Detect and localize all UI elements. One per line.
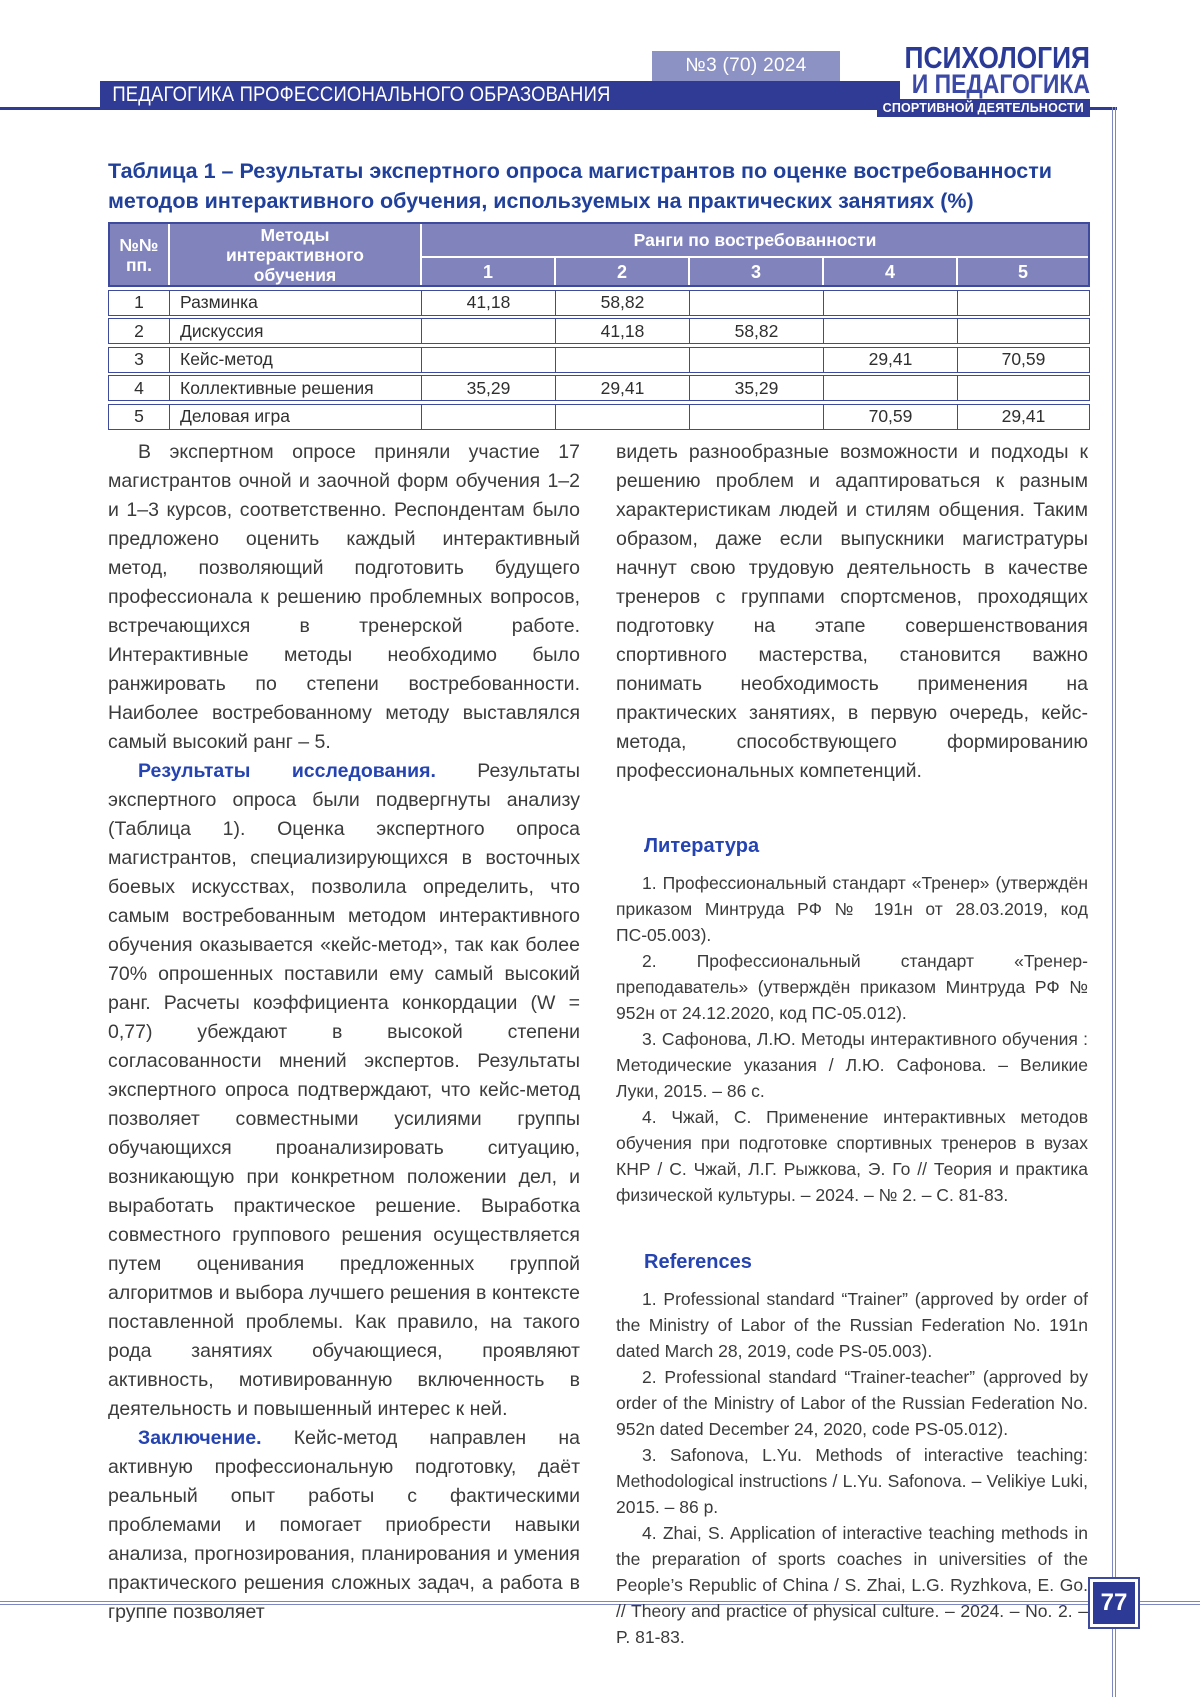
results-table: №№ пп. Методы интерактивного обучения Ра… xyxy=(108,222,1090,430)
cell-method: Разминка xyxy=(169,290,421,315)
cell-num: 2 xyxy=(134,320,144,341)
cell-method: Кейс-метод xyxy=(169,347,421,372)
references-heading: References xyxy=(644,1251,752,1273)
cell-rank3 xyxy=(689,290,823,315)
cell-rank4: 29,41 xyxy=(823,347,957,372)
cell-rank4 xyxy=(823,319,957,343)
col-header-ranks: Ранги по востребованности xyxy=(422,224,1088,258)
page-number: 77 xyxy=(1093,1582,1135,1624)
issue-badge: №3 (70) 2024 xyxy=(652,51,840,81)
table-row: 5 Деловая игра 70,59 29,41 xyxy=(108,403,1090,430)
results-text: Результаты экспертного опроса были подве… xyxy=(108,760,580,1420)
col-header-rank-1: 1 xyxy=(422,258,556,285)
literature-item: 4. Чжай, С. Применение интерактивных мет… xyxy=(616,1107,1088,1205)
right-frame-line xyxy=(1112,107,1116,1697)
paragraph-results: Результаты исследования. Результаты эксп… xyxy=(108,757,580,1424)
col-header-rank-4: 4 xyxy=(824,258,958,285)
cell-rank1 xyxy=(421,404,555,429)
paragraph-continuation: видеть разнообразные возможности и подхо… xyxy=(616,441,1088,782)
cell-rank1 xyxy=(421,347,555,372)
reference-item: 3. Safonova, L.Yu. Methods of interactiv… xyxy=(616,1445,1088,1517)
cell-num: 4 xyxy=(134,377,144,398)
cell-rank5 xyxy=(957,319,1089,343)
cell-rank3: 58,82 xyxy=(689,319,823,343)
cell-rank5 xyxy=(957,376,1089,400)
logo-line2: И ПЕДАГОГИКА xyxy=(911,69,1090,99)
cell-method: Деловая игра xyxy=(169,404,421,429)
bottom-frame-line xyxy=(0,1601,1200,1605)
logo-line3: СПОРТИВНОЙ ДЕЯТЕЛЬНОСТИ xyxy=(876,99,1090,117)
literature-item: 2. Профессиональный стандарт «Тренер-пре… xyxy=(616,951,1088,1023)
cell-num: 5 xyxy=(134,406,144,426)
cell-rank1: 41,18 xyxy=(421,290,555,315)
text-column-left: В экспертном опросе приняли участие 17 м… xyxy=(108,438,580,1627)
reference-item: 4. Zhai, S. Application of interactive t… xyxy=(616,1523,1088,1647)
table-row: 4 Коллективные решения 35,29 29,41 35,29 xyxy=(108,375,1090,401)
results-lead: Результаты исследования. xyxy=(138,760,436,782)
cell-rank1 xyxy=(421,319,555,343)
table-row: 3 Кейс-метод 29,41 70,59 xyxy=(108,346,1090,373)
cell-num: 3 xyxy=(134,349,144,369)
cell-rank2: 58,82 xyxy=(555,290,689,315)
table-caption: Таблица 1 – Результаты экспертного опрос… xyxy=(108,159,1053,213)
cell-rank3 xyxy=(689,347,823,372)
conclusion-text: Кейс-метод направлен на активную професс… xyxy=(108,1427,580,1623)
logo-line1: ПСИХОЛОГИЯ xyxy=(904,40,1090,75)
cell-rank5: 29,41 xyxy=(957,404,1089,429)
cell-rank3: 35,29 xyxy=(689,376,823,400)
table-row: 2 Дискуссия 41,18 58,82 xyxy=(108,318,1090,344)
literature-item: 1. Профессиональный стандарт «Тренер» (у… xyxy=(616,873,1088,945)
header-rule xyxy=(0,107,1117,110)
table-body: 1 Разминка 41,18 58,82 2 Дискуссия 41,18… xyxy=(108,289,1090,430)
cell-rank5: 70,59 xyxy=(957,347,1089,372)
text-column-right: видеть разнообразные возможности и подхо… xyxy=(616,438,1088,1650)
table-header: №№ пп. Методы интерактивного обучения Ра… xyxy=(108,222,1090,287)
section-band: ПЕДАГОГИКА ПРОФЕССИОНАЛЬНОГО ОБРАЗОВАНИЯ xyxy=(100,81,900,108)
cell-method: Коллективные решения xyxy=(169,376,421,400)
reference-item: 2. Professional standard “Trainer-teache… xyxy=(616,1367,1088,1439)
cell-rank1: 35,29 xyxy=(421,376,555,400)
cell-rank4 xyxy=(823,290,957,315)
cell-rank4: 70,59 xyxy=(823,404,957,429)
col-header-rank-3: 3 xyxy=(690,258,824,285)
col-header-method: Методы интерактивного обучения xyxy=(170,224,422,285)
cell-rank3 xyxy=(689,404,823,429)
table-row: 1 Разминка 41,18 58,82 xyxy=(108,289,1090,316)
cell-method: Дискуссия xyxy=(169,319,421,343)
cell-rank4 xyxy=(823,376,957,400)
cell-rank2: 41,18 xyxy=(555,319,689,343)
literature-item: 3. Сафонова, Л.Ю. Методы интерактивного … xyxy=(616,1029,1088,1101)
page-number-box: 77 xyxy=(1088,1577,1140,1629)
paragraph-conclusion: Заключение. Кейс-метод направлен на акти… xyxy=(108,1424,580,1627)
literature-heading: Литература xyxy=(644,835,760,857)
cell-rank5 xyxy=(957,290,1089,315)
cell-rank2 xyxy=(555,347,689,372)
paragraph-methods: В экспертном опросе приняли участие 17 м… xyxy=(108,441,580,753)
cell-num: 1 xyxy=(134,292,144,312)
reference-item: 1. Professional standard “Trainer” (appr… xyxy=(616,1289,1088,1361)
cell-rank2 xyxy=(555,404,689,429)
journal-logo: ПСИХОЛОГИЯ И ПЕДАГОГИКА СПОРТИВНОЙ ДЕЯТЕ… xyxy=(830,40,1090,117)
col-header-rank-2: 2 xyxy=(556,258,690,285)
cell-rank2: 29,41 xyxy=(555,376,689,400)
conclusion-lead: Заключение. xyxy=(138,1427,262,1449)
section-band-label: ПЕДАГОГИКА ПРОФЕССИОНАЛЬНОГО ОБРАЗОВАНИЯ xyxy=(112,82,611,106)
col-header-rank-5: 5 xyxy=(1017,261,1028,282)
col-header-num: №№ пп. xyxy=(110,224,170,285)
